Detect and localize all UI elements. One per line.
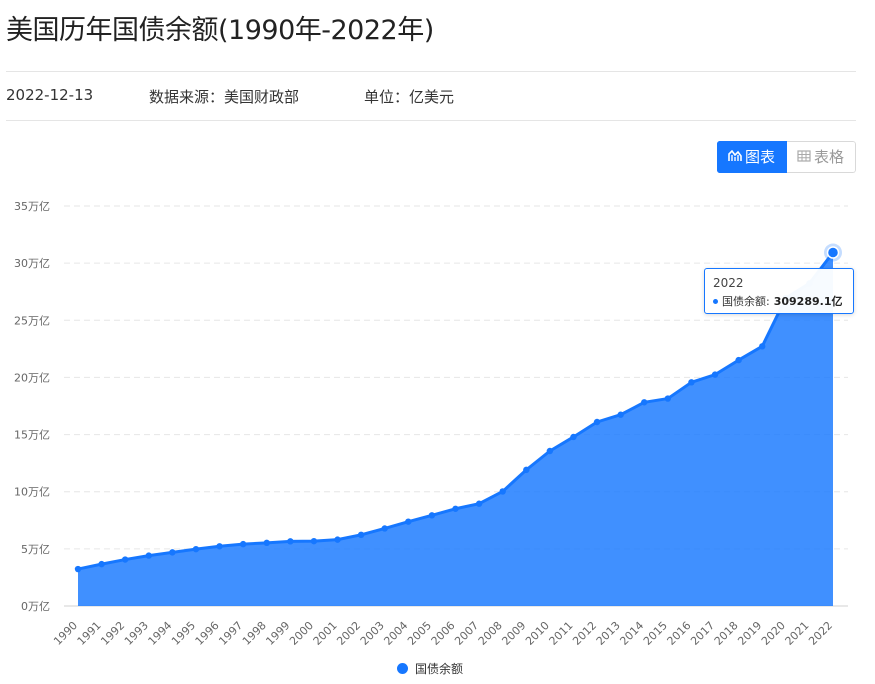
x-tick-label: 1995 xyxy=(169,619,198,648)
data-point[interactable] xyxy=(145,552,152,559)
y-axis-ticks: 0万亿 5万亿 10万亿 15万亿 20万亿 25万亿 30万亿 35万亿 xyxy=(14,200,50,613)
data-point[interactable] xyxy=(192,545,200,553)
title-divider xyxy=(6,71,856,72)
x-tick-label: 2001 xyxy=(311,619,340,648)
x-tick-label: 2016 xyxy=(665,619,694,648)
data-point[interactable] xyxy=(334,536,341,543)
data-point[interactable] xyxy=(546,447,554,455)
x-tick-label: 1990 xyxy=(51,619,80,648)
x-tick-label: 2019 xyxy=(735,619,764,648)
tooltip-value: 309289.1亿 xyxy=(773,295,843,308)
x-tick-label: 1992 xyxy=(98,619,127,648)
data-point[interactable] xyxy=(287,538,294,545)
data-point[interactable] xyxy=(617,411,624,418)
x-tick-label: 2000 xyxy=(287,619,316,648)
y-tick-label: 25万亿 xyxy=(14,314,50,327)
y-tick-label: 15万亿 xyxy=(14,429,50,442)
table-view-button[interactable]: 表格 xyxy=(787,141,856,173)
x-tick-label: 1997 xyxy=(216,619,245,648)
x-tick-label: 2021 xyxy=(783,619,812,648)
x-tick-label: 2017 xyxy=(688,619,717,648)
tooltip-series-label: 国债余额: xyxy=(722,295,770,308)
data-point[interactable] xyxy=(593,418,601,426)
page-title: 美国历年国债余额(1990年-2022年) xyxy=(6,15,434,46)
data-point[interactable] xyxy=(381,525,388,532)
data-point[interactable] xyxy=(216,543,223,550)
x-tick-label: 2020 xyxy=(759,619,788,648)
y-tick-label: 20万亿 xyxy=(14,371,50,384)
x-tick-label: 1996 xyxy=(193,619,222,648)
data-point[interactable] xyxy=(641,399,648,406)
y-tick-label: 0万亿 xyxy=(21,600,50,613)
x-tick-label: 1991 xyxy=(75,619,104,648)
x-tick-label: 1999 xyxy=(263,619,292,648)
x-tick-label: 2010 xyxy=(523,619,552,648)
x-tick-label: 2003 xyxy=(358,619,387,648)
x-tick-label: 2008 xyxy=(476,619,505,648)
legend-label: 国债余额 xyxy=(415,662,464,676)
x-tick-label: 2004 xyxy=(381,619,410,648)
data-point[interactable] xyxy=(826,246,840,259)
x-tick-label: 2012 xyxy=(570,619,599,648)
data-point[interactable] xyxy=(310,537,318,545)
tooltip-year: 2022 xyxy=(713,276,744,290)
x-tick-label: 2022 xyxy=(806,619,835,648)
data-point[interactable] xyxy=(452,505,459,512)
publish-date: 2022-12-13 xyxy=(6,86,94,104)
x-tick-label: 1998 xyxy=(240,619,269,648)
table-view-label: 表格 xyxy=(814,148,845,166)
data-point[interactable] xyxy=(98,560,105,568)
x-tick-label: 2006 xyxy=(429,619,458,648)
x-tick-label: 2015 xyxy=(641,619,670,648)
y-tick-label: 30万亿 xyxy=(14,257,50,270)
data-point[interactable] xyxy=(74,565,82,573)
y-tick-label: 35万亿 xyxy=(14,200,50,213)
x-tick-label: 2007 xyxy=(452,619,481,648)
x-tick-label: 2009 xyxy=(499,619,528,648)
data-point[interactable] xyxy=(121,556,129,563)
line-chart-icon xyxy=(728,141,742,173)
chart-view-label: 图表 xyxy=(745,148,776,166)
x-tick-label: 1994 xyxy=(146,619,175,648)
tooltip-series-dot xyxy=(713,298,718,304)
unit-label: 单位：亿美元 xyxy=(364,88,455,106)
data-point[interactable] xyxy=(499,488,506,495)
data-point[interactable] xyxy=(688,379,695,386)
data-point[interactable] xyxy=(711,371,719,378)
data-point[interactable] xyxy=(263,539,270,547)
chart-view-button[interactable]: 图表 xyxy=(717,141,787,173)
table-icon xyxy=(797,141,811,173)
data-point[interactable] xyxy=(428,512,436,519)
y-tick-label: 5万亿 xyxy=(21,543,50,556)
data-point[interactable] xyxy=(570,433,577,441)
data-point[interactable] xyxy=(357,531,365,539)
x-tick-label: 2018 xyxy=(712,619,741,648)
y-tick-label: 10万亿 xyxy=(14,486,50,499)
data-point[interactable] xyxy=(405,518,412,525)
data-point[interactable] xyxy=(759,343,766,350)
data-point[interactable] xyxy=(239,540,247,548)
x-tick-label: 2002 xyxy=(334,619,363,648)
view-toggle: 图表 表格 xyxy=(717,141,856,173)
x-tick-label: 2013 xyxy=(594,619,623,648)
data-source: 数据来源：美国财政部 xyxy=(149,88,300,106)
x-axis-ticks: 1990199119921993199419951996199719981999… xyxy=(51,619,835,648)
data-point[interactable] xyxy=(523,466,530,474)
data-tooltip: 2022 国债余额: 309289.1亿 xyxy=(704,268,854,314)
data-point[interactable] xyxy=(475,500,483,507)
x-tick-label: 2014 xyxy=(617,619,646,648)
meta-divider xyxy=(6,120,856,121)
x-tick-label: 2011 xyxy=(547,619,576,648)
chart-legend[interactable]: 国债余额 xyxy=(397,660,463,677)
data-point[interactable] xyxy=(735,356,742,364)
x-tick-label: 2005 xyxy=(405,619,434,648)
tooltip-row: 国债余额: 309289.1亿 xyxy=(713,293,853,309)
data-point[interactable] xyxy=(664,395,672,402)
data-point[interactable] xyxy=(169,549,176,556)
series-points xyxy=(74,243,842,573)
legend-marker xyxy=(397,663,408,674)
area-fill xyxy=(78,252,833,607)
x-tick-label: 1993 xyxy=(122,619,151,648)
